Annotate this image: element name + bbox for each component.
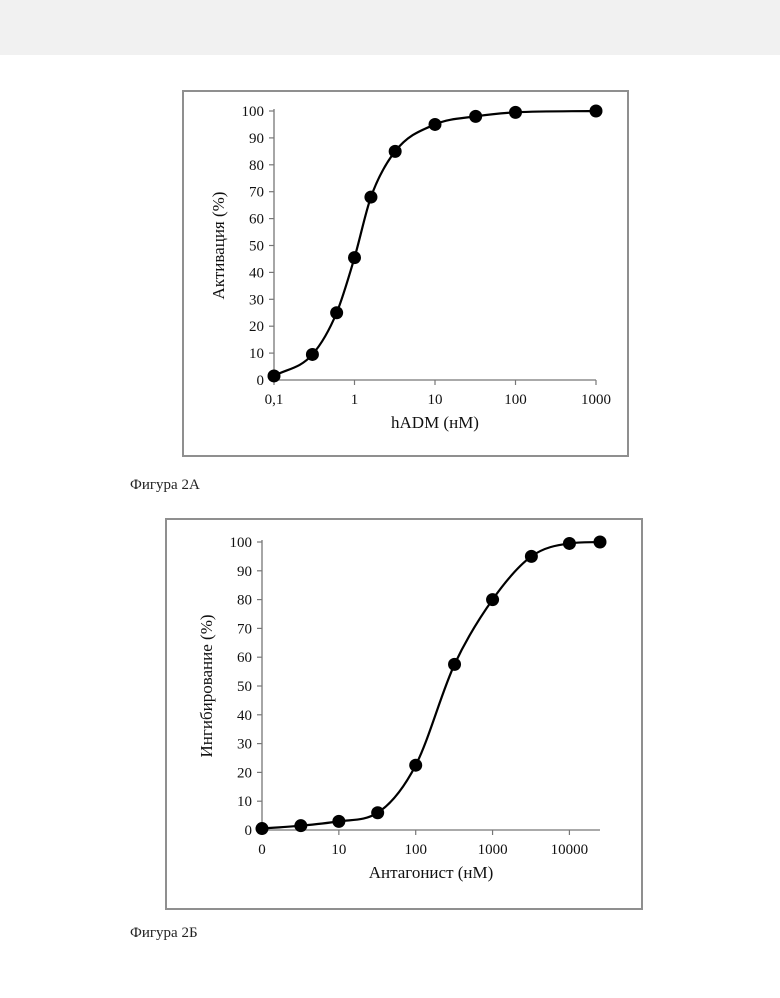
chart-a-svg: 0 10 20 30 40 50 60 70 80 90 100 0,1 1 10 100 1000 hADM … <box>184 92 631 459</box>
chart-a-data-point <box>389 145 402 158</box>
chart-a-y-tick-label: 0 <box>257 373 265 389</box>
chart-a-data-point <box>469 110 482 123</box>
chart-a-data-point <box>268 369 281 382</box>
chart-a-y-tick-label: 10 <box>249 346 264 362</box>
chart-a-data-point <box>364 191 377 204</box>
chart-a-y-tick-label: 40 <box>249 265 264 281</box>
chart-a-y-tick-label: 60 <box>249 212 264 228</box>
chart-b-data-point <box>294 819 307 832</box>
chart-a-y-axis-label: Активация (%) <box>209 192 228 300</box>
chart-b-x-tick-label: 10 <box>331 842 346 858</box>
chart-a-data-point <box>509 106 522 119</box>
chart-b-y-tick-label: 90 <box>237 564 252 580</box>
chart-a-y-tick-label: 50 <box>249 239 264 255</box>
chart-b-svg: 0102030405060708090100010100100010000Ант… <box>167 520 645 912</box>
chart-b-y-tick-label: 40 <box>237 708 252 724</box>
chart-b-series-line <box>262 542 600 829</box>
chart-a-y-tick-label: 100 <box>242 104 265 120</box>
chart-a-y-tick-label: 30 <box>249 292 264 308</box>
chart-b-y-tick-label: 20 <box>237 765 252 781</box>
chart-a-y-tick-label: 90 <box>249 131 264 147</box>
chart-b-x-axis-label: Антагонист (нМ) <box>369 863 494 882</box>
chart-b-data-point <box>332 815 345 828</box>
chart-b-y-tick-label: 70 <box>237 621 252 637</box>
chart-a-y-tick-label: 70 <box>249 185 264 201</box>
chart-b-x-tick-label: 10000 <box>551 842 589 858</box>
chart-b-x-tick-label: 0 <box>258 842 266 858</box>
chart-a-x-tick-label: 0,1 <box>265 392 284 408</box>
chart-b-data-point <box>486 593 499 606</box>
chart-b-y-tick-label: 60 <box>237 650 252 666</box>
chart-b-data-point <box>256 822 269 835</box>
chart-b-y-tick-label: 0 <box>245 823 253 839</box>
chart-b-y-tick-label: 100 <box>230 535 253 551</box>
chart-a-x-tick-label: 100 <box>504 392 527 408</box>
chart-a-x-tick-label: 1 <box>351 392 359 408</box>
chart-b-data-point <box>594 536 607 549</box>
chart-a-frame: 0 10 20 30 40 50 60 70 80 90 100 0,1 1 10 100 1000 hADM … <box>182 90 629 457</box>
chart-b-y-axis-label: Ингибирование (%) <box>197 614 216 757</box>
chart-b-y-tick-label: 30 <box>237 737 252 753</box>
chart-a-x-tick-label: 10 <box>428 392 443 408</box>
chart-b-data-point <box>371 806 384 819</box>
chart-b-x-tick-label: 1000 <box>478 842 508 858</box>
chart-a-data-point <box>306 348 319 361</box>
chart-a-data-point <box>590 105 603 118</box>
chart-b-data-point <box>563 537 576 550</box>
chart-a-y-tick-label: 20 <box>249 319 264 335</box>
top-bar <box>0 0 780 55</box>
chart-b-frame: 0102030405060708090100010100100010000Ант… <box>165 518 643 910</box>
chart-b-y-tick-label: 80 <box>237 593 252 609</box>
chart-a-data-point <box>348 251 361 264</box>
chart-a-data-point <box>429 118 442 131</box>
chart-a-x-axis-label: hADM (нМ) <box>391 413 479 432</box>
chart-b-data-point <box>525 550 538 563</box>
chart-a-series-line <box>274 111 596 376</box>
chart-b-data-point <box>409 759 422 772</box>
chart-a-x-tick-label: 1000 <box>581 392 611 408</box>
chart-a-y-tick-label: 80 <box>249 158 264 174</box>
figure-caption-b: Фигура 2Б <box>130 925 198 942</box>
chart-b-x-tick-label: 100 <box>404 842 427 858</box>
chart-a-data-point <box>330 306 343 319</box>
chart-b-data-point <box>448 658 461 671</box>
figure-caption-a: Фигура 2A <box>130 477 200 494</box>
chart-b-y-tick-label: 10 <box>237 794 252 810</box>
chart-b-y-tick-label: 50 <box>237 679 252 695</box>
